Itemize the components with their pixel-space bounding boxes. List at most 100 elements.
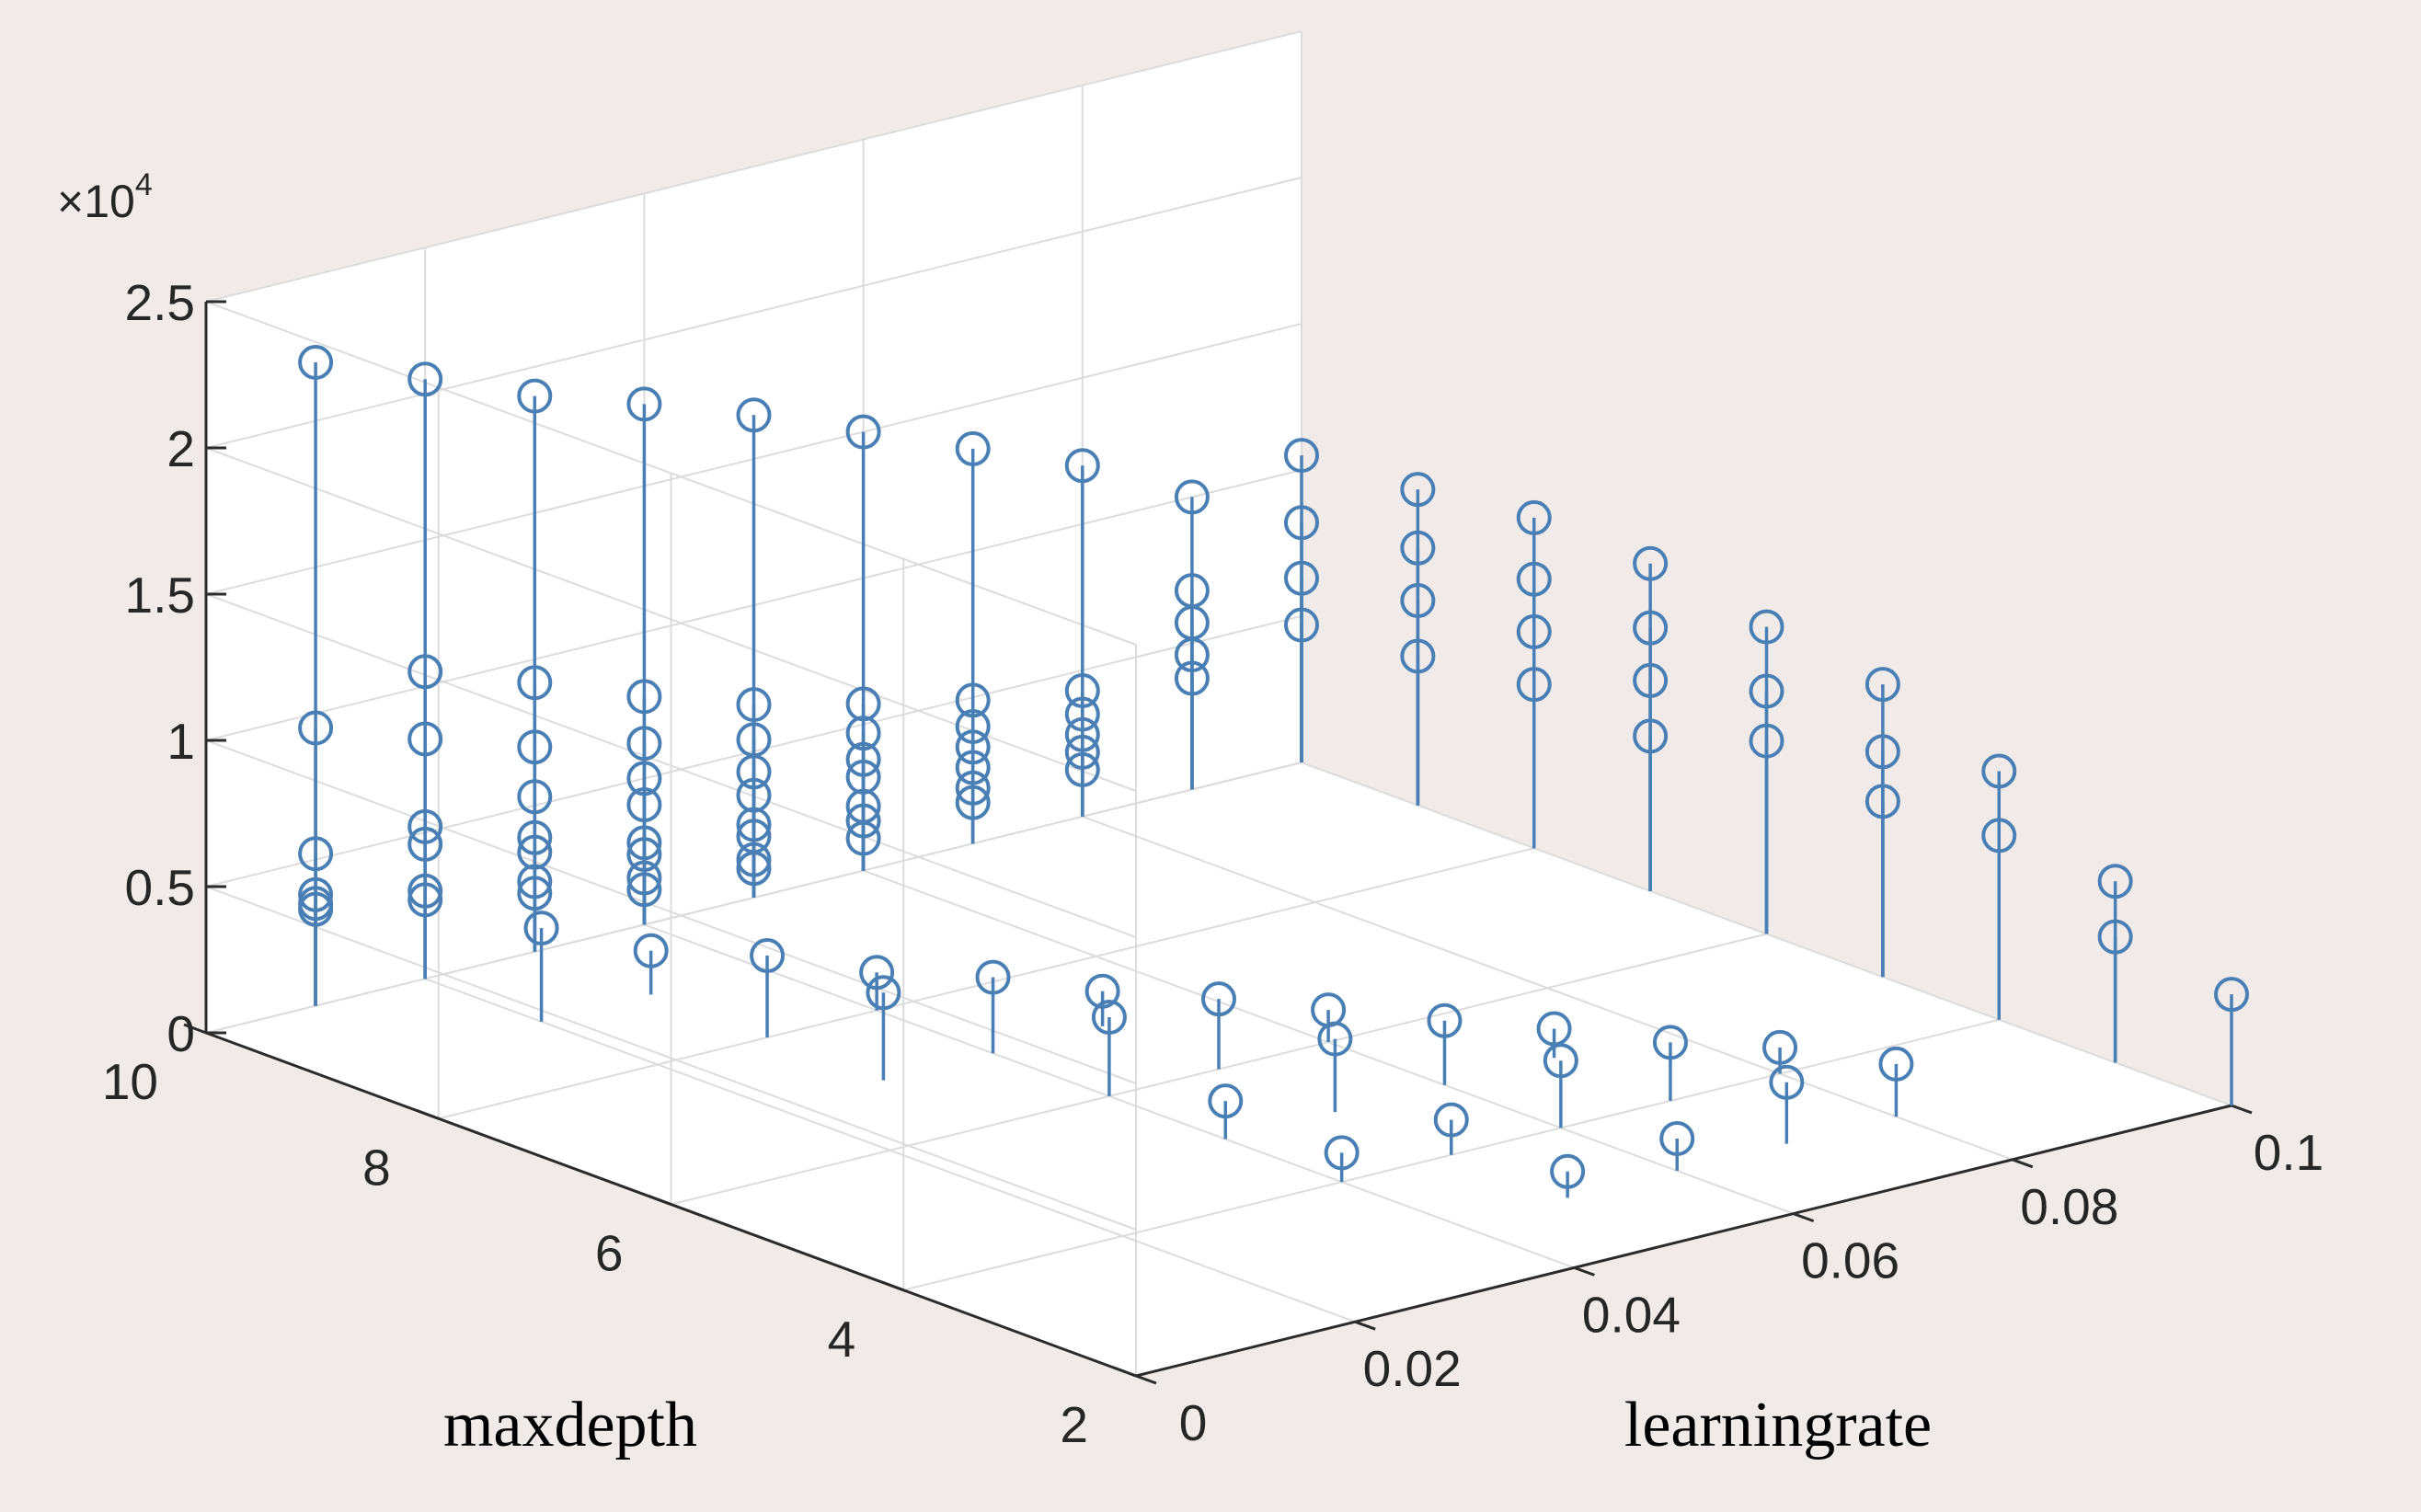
y-tick-label: 8 bbox=[362, 1139, 391, 1196]
x-axis-label: learningrate bbox=[1624, 1390, 1932, 1460]
x-tick-label: 0.04 bbox=[1582, 1286, 1681, 1343]
stem-marker bbox=[523, 911, 559, 946]
stem-series bbox=[298, 345, 2249, 1198]
stem-marker bbox=[1400, 472, 1436, 508]
stem-marker bbox=[1174, 660, 1210, 696]
stem-marker bbox=[1536, 1011, 1572, 1047]
y-tick-mark bbox=[416, 1108, 440, 1120]
stem-marker bbox=[955, 750, 991, 785]
stem-marker bbox=[859, 955, 895, 991]
stem-marker bbox=[2214, 977, 2249, 1013]
stem-marker bbox=[1865, 667, 1900, 703]
z-tick-label: 0.5 bbox=[125, 859, 195, 916]
grid-line-z-left bbox=[205, 301, 1137, 646]
stem-marker bbox=[1652, 1025, 1688, 1060]
z-tick-label: 1 bbox=[166, 713, 195, 770]
stem-marker bbox=[955, 709, 991, 744]
stem-marker bbox=[1516, 613, 1552, 649]
stem-marker bbox=[1633, 718, 1669, 754]
stem-marker bbox=[845, 759, 881, 795]
x-axis-line bbox=[1135, 1104, 2232, 1378]
stem-marker bbox=[1981, 753, 2017, 789]
x-tick-mark bbox=[1135, 1374, 1157, 1385]
y-tick-label: 4 bbox=[828, 1311, 856, 1368]
stem-marker bbox=[1064, 696, 1100, 732]
stem-marker bbox=[845, 803, 881, 839]
y-tick-label: 10 bbox=[102, 1053, 158, 1110]
x-tick-label: 0 bbox=[1179, 1394, 1208, 1451]
y-tick-mark bbox=[183, 1023, 207, 1035]
grid-line-z-left bbox=[205, 886, 1137, 1231]
stem-marker bbox=[1064, 751, 1100, 787]
z-tick-label: 2.5 bbox=[125, 274, 195, 331]
z-exponent-base: ×10 bbox=[57, 176, 135, 227]
stem-marker bbox=[1769, 1064, 1805, 1100]
stem-marker bbox=[845, 686, 881, 722]
stem-marker bbox=[1878, 1046, 1914, 1082]
stem-marker bbox=[517, 876, 553, 911]
z-exponent-label: ×104 bbox=[57, 167, 153, 227]
stem-marker bbox=[1174, 637, 1210, 673]
stem-marker bbox=[1317, 1021, 1353, 1057]
stem-marker bbox=[626, 787, 662, 823]
stem-marker bbox=[1201, 981, 1236, 1017]
stem-marker bbox=[845, 414, 881, 450]
stem-marker bbox=[736, 754, 772, 790]
stem-marker bbox=[298, 710, 334, 746]
stem-marker bbox=[845, 716, 881, 751]
stem-marker bbox=[1762, 1029, 1798, 1065]
y-tick-label: 6 bbox=[595, 1225, 624, 1282]
stem-marker bbox=[975, 959, 1011, 995]
stem-marker bbox=[1064, 673, 1100, 709]
stem-marker bbox=[407, 826, 443, 862]
y-tick-mark bbox=[648, 1195, 672, 1206]
stem-marker bbox=[626, 679, 662, 715]
stem-marker bbox=[517, 729, 553, 765]
stem-marker bbox=[1543, 1043, 1578, 1079]
stem-marker bbox=[845, 741, 881, 777]
stem-marker bbox=[517, 378, 553, 414]
stem-marker bbox=[298, 891, 334, 927]
stem-marker bbox=[1284, 607, 1319, 643]
stem-marker bbox=[626, 386, 662, 422]
grid-line-y-floor bbox=[438, 847, 1534, 1120]
stem-marker bbox=[1400, 638, 1436, 674]
stem-marker bbox=[1284, 438, 1319, 474]
stem-marker bbox=[517, 834, 553, 870]
stem-marker bbox=[1400, 583, 1436, 619]
x-tick-mark bbox=[1354, 1320, 1376, 1331]
x-tick-label: 0.1 bbox=[2254, 1124, 2323, 1181]
stem-marker bbox=[1284, 560, 1319, 596]
stem-marker bbox=[1516, 561, 1552, 597]
stem-marker bbox=[1427, 1002, 1463, 1038]
stem-marker bbox=[298, 345, 334, 380]
stem-marker bbox=[2097, 864, 2133, 899]
stem-marker bbox=[736, 851, 772, 887]
stem-marker bbox=[1633, 610, 1669, 646]
stem-marker bbox=[736, 687, 772, 723]
stem-marker bbox=[1981, 818, 2017, 853]
stem-marker bbox=[1516, 667, 1552, 703]
z-tick-label: 1.5 bbox=[125, 567, 195, 624]
grid-line-z-left bbox=[205, 739, 1137, 1084]
stem-marker bbox=[407, 721, 443, 757]
x-tick-mark bbox=[1573, 1266, 1595, 1277]
stem-marker bbox=[1324, 1135, 1360, 1171]
grid-line-z-left bbox=[205, 593, 1137, 938]
stem-marker bbox=[1091, 1000, 1127, 1036]
stem-marker bbox=[517, 665, 553, 701]
stem-marker bbox=[407, 361, 443, 397]
stem-marker bbox=[1064, 734, 1100, 770]
x-tick-label: 0.02 bbox=[1363, 1340, 1462, 1397]
stem-marker bbox=[1749, 609, 1784, 645]
stem-marker bbox=[955, 785, 991, 820]
stem-marker bbox=[626, 837, 662, 873]
stem-marker bbox=[1633, 545, 1669, 581]
stem-marker bbox=[407, 882, 443, 918]
x-tick-mark bbox=[1793, 1212, 1815, 1223]
z-tick-label: 0 bbox=[166, 1005, 195, 1062]
stem-marker bbox=[1064, 448, 1100, 484]
grid-line-z-back bbox=[205, 30, 1302, 303]
x-tick-mark bbox=[2231, 1104, 2253, 1115]
